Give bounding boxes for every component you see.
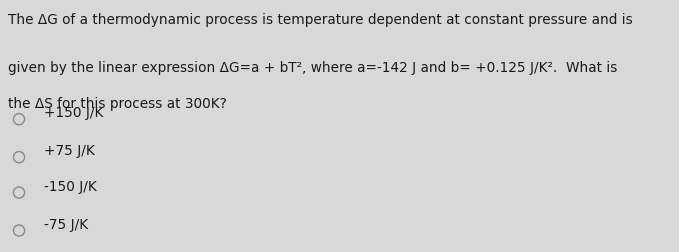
- Text: given by the linear expression ΔG=a + bT², where a=-142 J and b= +0.125 J/K².  W: given by the linear expression ΔG=a + bT…: [8, 60, 617, 74]
- Text: The ΔG of a thermodynamic process is temperature dependent at constant pressure : The ΔG of a thermodynamic process is tem…: [8, 13, 633, 26]
- Text: the ΔS for this process at 300K?: the ΔS for this process at 300K?: [8, 97, 227, 111]
- Text: -150 J/K: -150 J/K: [44, 179, 97, 193]
- Text: +75 J/K: +75 J/K: [44, 144, 95, 158]
- Text: +150 J/K: +150 J/K: [44, 106, 103, 120]
- Text: -75 J/K: -75 J/K: [44, 217, 88, 231]
